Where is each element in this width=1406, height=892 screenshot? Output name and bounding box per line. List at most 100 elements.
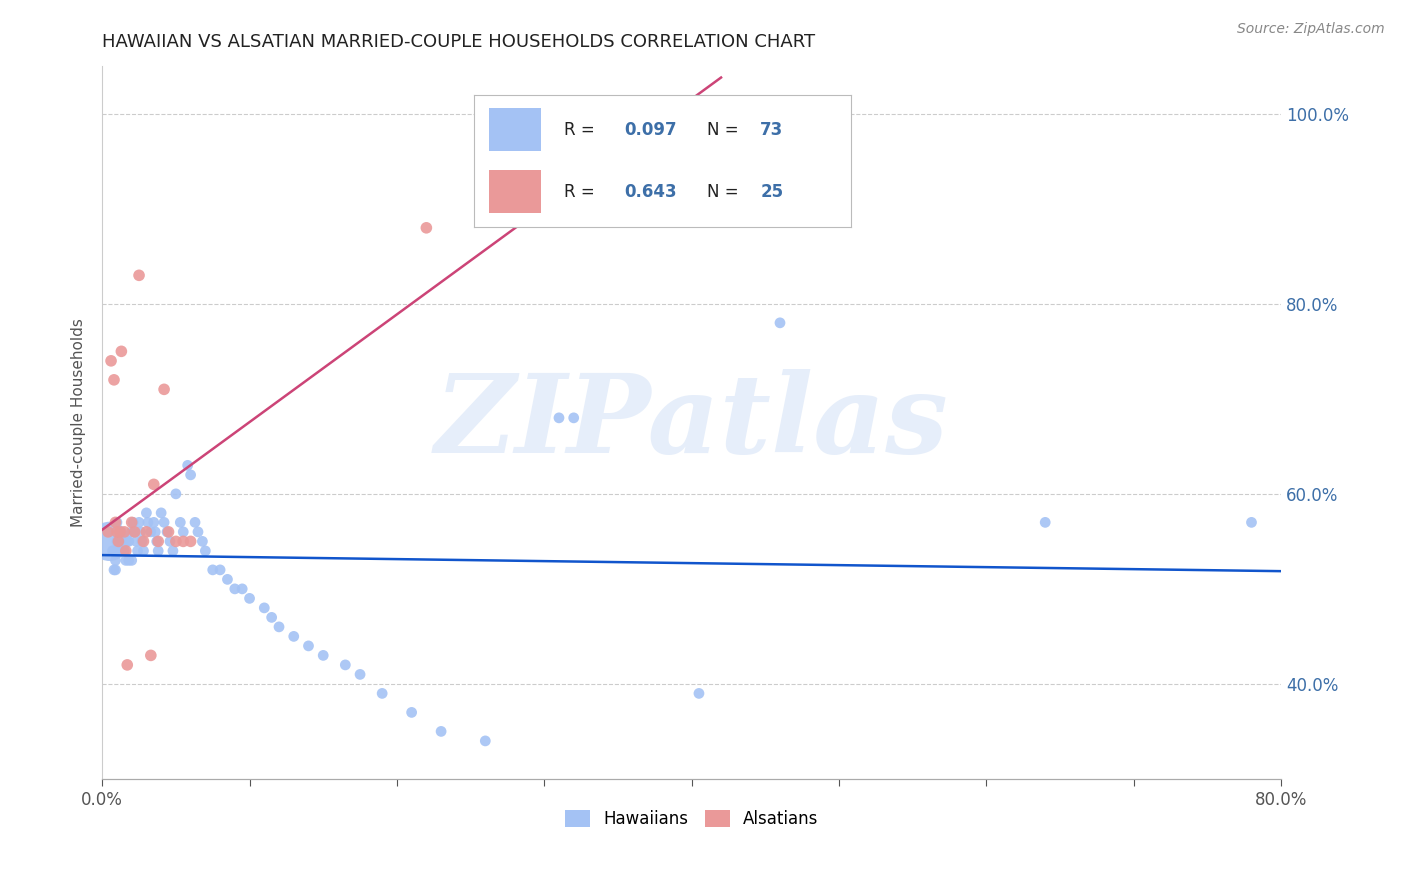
Point — [169, 516, 191, 530]
Legend: Hawaiians, Alsatians: Hawaiians, Alsatians — [558, 803, 825, 835]
Point — [108, 524, 131, 539]
Point — [165, 487, 187, 501]
Point — [401, 706, 423, 720]
Point — [114, 534, 136, 549]
Point — [349, 667, 371, 681]
Y-axis label: Married-couple Households: Married-couple Households — [72, 318, 86, 527]
Point — [122, 516, 145, 530]
Point — [104, 563, 127, 577]
Point — [114, 553, 136, 567]
Point — [139, 524, 162, 539]
Point — [107, 534, 129, 549]
Text: HAWAIIAN VS ALSATIAN MARRIED-COUPLE HOUSEHOLDS CORRELATION CHART: HAWAIIAN VS ALSATIAN MARRIED-COUPLE HOUS… — [103, 33, 815, 51]
Point — [121, 524, 143, 539]
Point — [172, 524, 194, 539]
Point — [100, 354, 122, 368]
Point — [231, 582, 253, 596]
Point — [297, 639, 319, 653]
Point — [105, 516, 128, 530]
Point — [176, 458, 198, 473]
Point — [132, 534, 155, 549]
Point — [209, 563, 232, 577]
Point — [238, 591, 260, 606]
Point — [430, 724, 453, 739]
Point — [184, 516, 207, 530]
Point — [117, 657, 139, 672]
Point — [145, 534, 167, 549]
Point — [97, 524, 120, 539]
Point — [335, 657, 357, 672]
Point — [217, 573, 239, 587]
Point — [104, 516, 127, 530]
Point — [162, 544, 184, 558]
Point — [148, 544, 170, 558]
Point — [101, 544, 124, 558]
Point — [253, 600, 276, 615]
Point — [128, 516, 150, 530]
Point — [688, 686, 710, 700]
Point — [474, 734, 496, 748]
Point — [127, 544, 149, 558]
Point — [142, 477, 165, 491]
Point — [1240, 516, 1263, 530]
Point — [562, 410, 585, 425]
Point — [103, 544, 125, 558]
Point — [260, 610, 283, 624]
Point — [103, 373, 125, 387]
Text: ZIPatlas: ZIPatlas — [434, 369, 949, 476]
Point — [121, 516, 143, 530]
Point — [312, 648, 335, 663]
Point — [114, 544, 136, 558]
Point — [124, 524, 146, 539]
Point — [194, 544, 217, 558]
Point — [128, 268, 150, 283]
Point — [104, 553, 127, 567]
Point — [172, 534, 194, 549]
Point — [105, 524, 128, 539]
Point — [118, 553, 141, 567]
Point — [117, 534, 139, 549]
Point — [121, 553, 143, 567]
Point — [156, 524, 179, 539]
Point — [105, 534, 128, 549]
Point — [112, 544, 135, 558]
Point — [153, 382, 176, 396]
Point — [139, 648, 162, 663]
Point — [132, 544, 155, 558]
Point — [165, 534, 187, 549]
Point — [143, 524, 166, 539]
Point — [769, 316, 792, 330]
Point — [150, 506, 173, 520]
Point — [118, 534, 141, 549]
Point — [415, 220, 437, 235]
Point — [191, 534, 214, 549]
Point — [1033, 516, 1056, 530]
Point — [108, 534, 131, 549]
Point — [267, 620, 290, 634]
Point — [135, 524, 157, 539]
Text: Source: ZipAtlas.com: Source: ZipAtlas.com — [1237, 22, 1385, 37]
Point — [110, 524, 132, 539]
Point — [131, 534, 153, 549]
Point — [142, 516, 165, 530]
Point — [111, 534, 134, 549]
Point — [112, 524, 135, 539]
Point — [110, 344, 132, 359]
Point — [153, 516, 176, 530]
Point — [124, 524, 146, 539]
Point — [103, 563, 125, 577]
Point — [148, 534, 170, 549]
Point — [548, 410, 571, 425]
Point — [125, 534, 148, 549]
Point — [159, 534, 181, 549]
Point — [224, 582, 246, 596]
Point — [129, 524, 152, 539]
Point — [187, 524, 209, 539]
Point — [157, 524, 180, 539]
Point — [180, 534, 202, 549]
Point — [105, 544, 128, 558]
Point — [180, 467, 202, 482]
Point — [283, 629, 305, 643]
Point — [98, 534, 121, 549]
Point — [136, 516, 159, 530]
